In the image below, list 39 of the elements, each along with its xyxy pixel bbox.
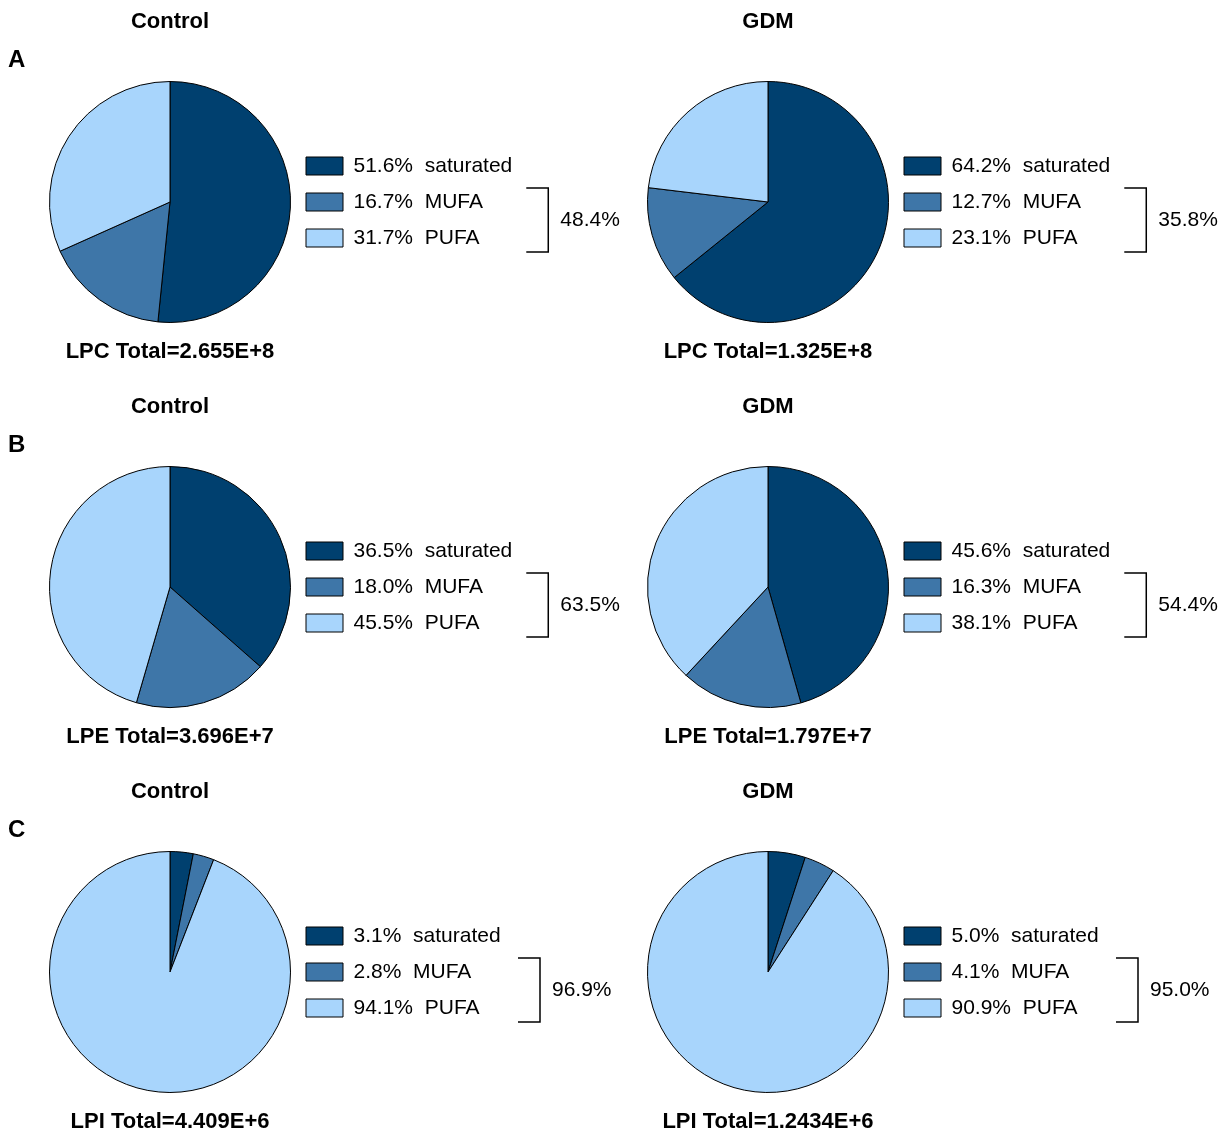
text: 63.5% [560,591,620,615]
legend-label: 64.2% saturated [951,152,1111,176]
legend-label: 51.6% saturated [353,152,513,176]
legend-label: 45.5% PUFA [353,609,480,633]
text: A [8,44,26,72]
text: C [8,814,26,842]
legend-label: 12.7% MUFA [951,188,1082,212]
text: LPI Total=1.2434E+6 [662,1108,874,1134]
legend-label: 18.0% MUFA [353,573,484,597]
legend-label: 2.8% MUFA [353,958,472,982]
chart-title: Control [130,778,210,804]
text: B [8,429,26,457]
legend-label: 38.1% PUFA [951,609,1078,633]
legend-label: 16.7% MUFA [353,188,484,212]
chart-title: GDM [742,393,794,419]
legend-label: 36.5% saturated [353,537,513,561]
chart-title: Control [130,8,210,34]
chart-title: GDM [742,778,794,804]
text: 35.8% [1158,206,1218,230]
legend-label: 4.1% MUFA [951,958,1070,982]
legend-label: 16.3% MUFA [951,573,1082,597]
text: LPC Total=2.655E+8 [65,338,275,364]
text: 96.9% [552,976,612,1000]
text: LPC Total=1.325E+8 [663,338,873,364]
text: LPE Total=1.797E+7 [664,723,872,749]
legend-label: 45.6% saturated [951,537,1111,561]
text: 95.0% [1150,976,1210,1000]
text: 48.4% [560,206,620,230]
legend-label: 90.9% PUFA [951,994,1078,1018]
text: 54.4% [1158,591,1218,615]
legend-label: 5.0% saturated [951,922,1099,946]
chart-title: GDM [742,8,794,34]
text: LPE Total=3.696E+7 [66,723,274,749]
chart-title: Control [130,393,210,419]
legend-label: 23.1% PUFA [951,224,1078,248]
legend-label: 3.1% saturated [353,922,501,946]
legend-label: 94.1% PUFA [353,994,480,1018]
text: LPI Total=4.409E+6 [70,1108,270,1134]
legend-label: 31.7% PUFA [353,224,480,248]
